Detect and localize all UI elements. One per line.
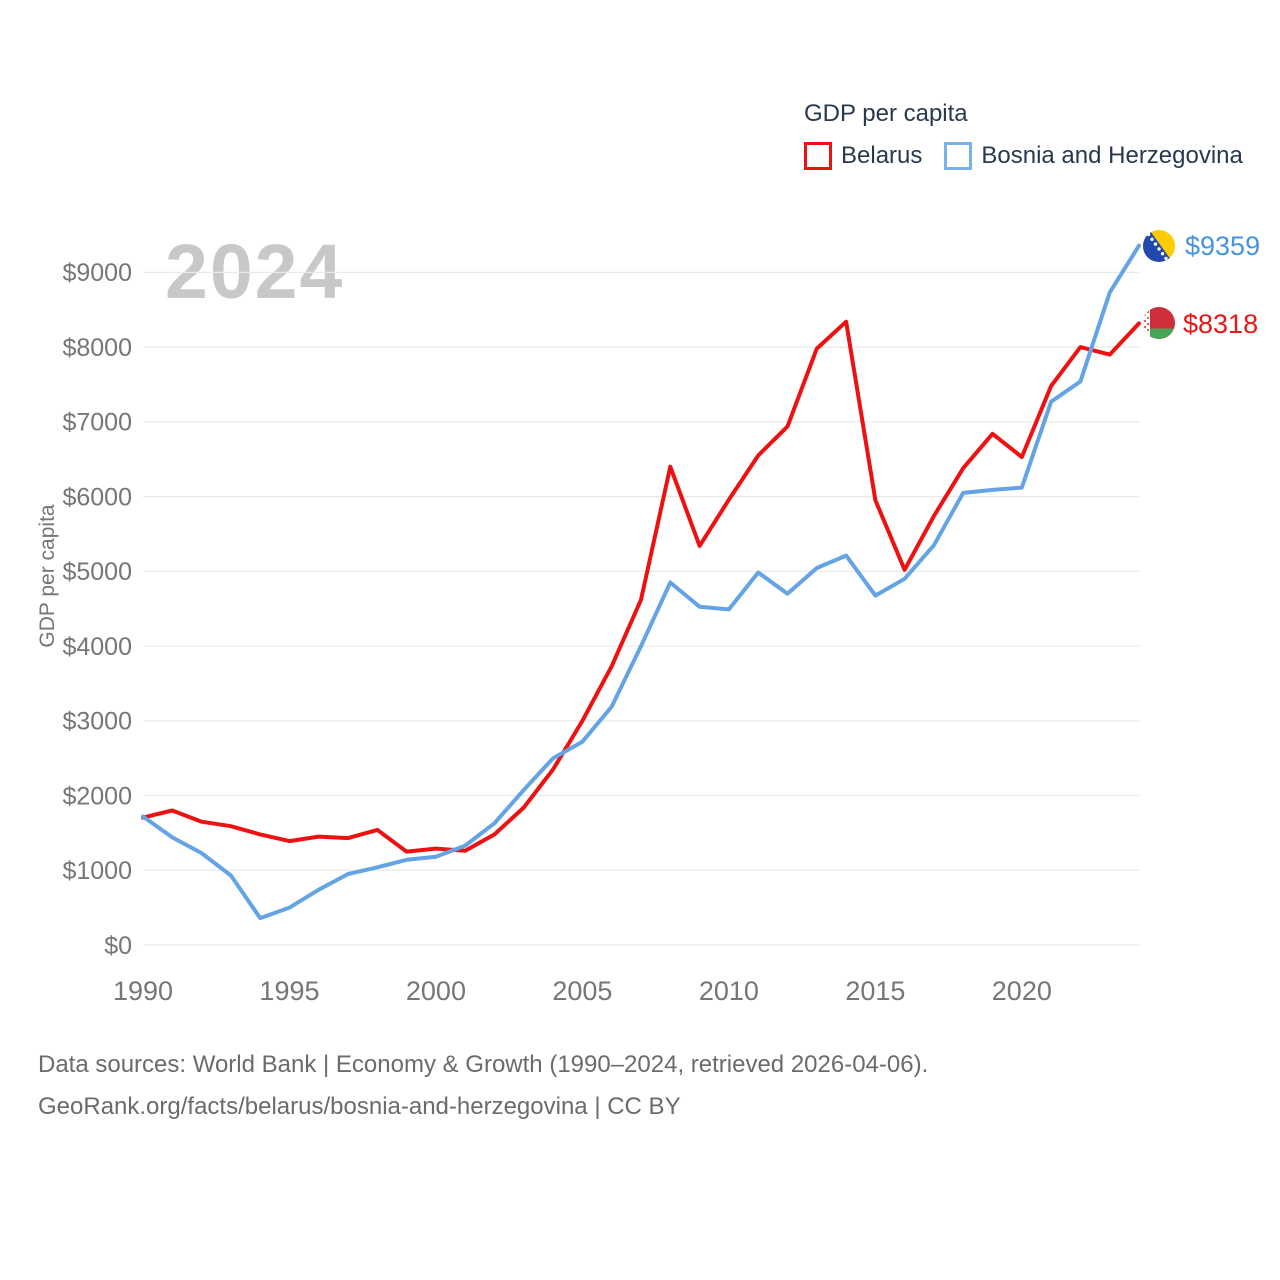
y-tick-label: $4000 xyxy=(62,633,132,661)
x-tick-label: 2015 xyxy=(845,976,905,1006)
y-tick-label: $8000 xyxy=(62,334,132,362)
x-tick-label: 2005 xyxy=(552,976,612,1006)
footer: Data sources: World Bank | Economy & Gro… xyxy=(38,1044,928,1128)
x-tick-label: 2000 xyxy=(406,976,466,1006)
y-tick-label: $2000 xyxy=(62,782,132,810)
attribution-line: GeoRank.org/facts/belarus/bosnia-and-her… xyxy=(38,1093,681,1120)
x-tick-label: 1990 xyxy=(113,976,173,1006)
legend-item-label: Bosnia and Herzegovina xyxy=(981,142,1243,169)
bosnia-swatch-icon xyxy=(944,142,973,170)
x-tick-label: 1995 xyxy=(259,976,319,1006)
y-tick-label: $0 xyxy=(104,932,132,960)
belarus-swatch-icon xyxy=(804,142,832,170)
y-tick-label: $7000 xyxy=(62,409,132,437)
x-tick-label: 2010 xyxy=(699,976,759,1006)
belarus-flag-icon xyxy=(1143,307,1175,339)
legend-title: GDP per capita xyxy=(804,100,968,127)
y-tick-label: $6000 xyxy=(62,483,132,511)
legend-items: Belarus Bosnia and Herzegovina xyxy=(804,142,1243,170)
legend-item-bosnia[interactable]: Bosnia and Herzegovina xyxy=(944,142,1243,170)
y-tick-label: $1000 xyxy=(62,857,132,885)
data-sources-line: Data sources: World Bank | Economy & Gro… xyxy=(38,1051,929,1078)
legend-item-label: Belarus xyxy=(841,142,923,169)
belarus-end-value: $8318 xyxy=(1183,309,1259,339)
legend: GDP per capita Belarus Bosnia and Herzeg… xyxy=(804,100,1243,170)
y-tick-label: $3000 xyxy=(62,708,132,736)
legend-item-belarus[interactable]: Belarus xyxy=(804,142,922,170)
y-tick-label: $9000 xyxy=(62,259,132,287)
bosnia-flag-icon xyxy=(1143,230,1175,262)
series-line-belarus xyxy=(141,319,1141,854)
x-tick-label: 2020 xyxy=(992,976,1052,1006)
series-line-bosnia-and-herzegovina xyxy=(141,243,1141,921)
bosnia-end-value: $9359 xyxy=(1185,231,1261,261)
y-tick-label: $5000 xyxy=(62,558,132,586)
